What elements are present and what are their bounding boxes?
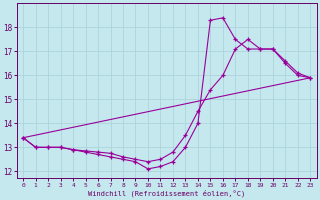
- X-axis label: Windchill (Refroidissement éolien,°C): Windchill (Refroidissement éolien,°C): [88, 189, 245, 197]
